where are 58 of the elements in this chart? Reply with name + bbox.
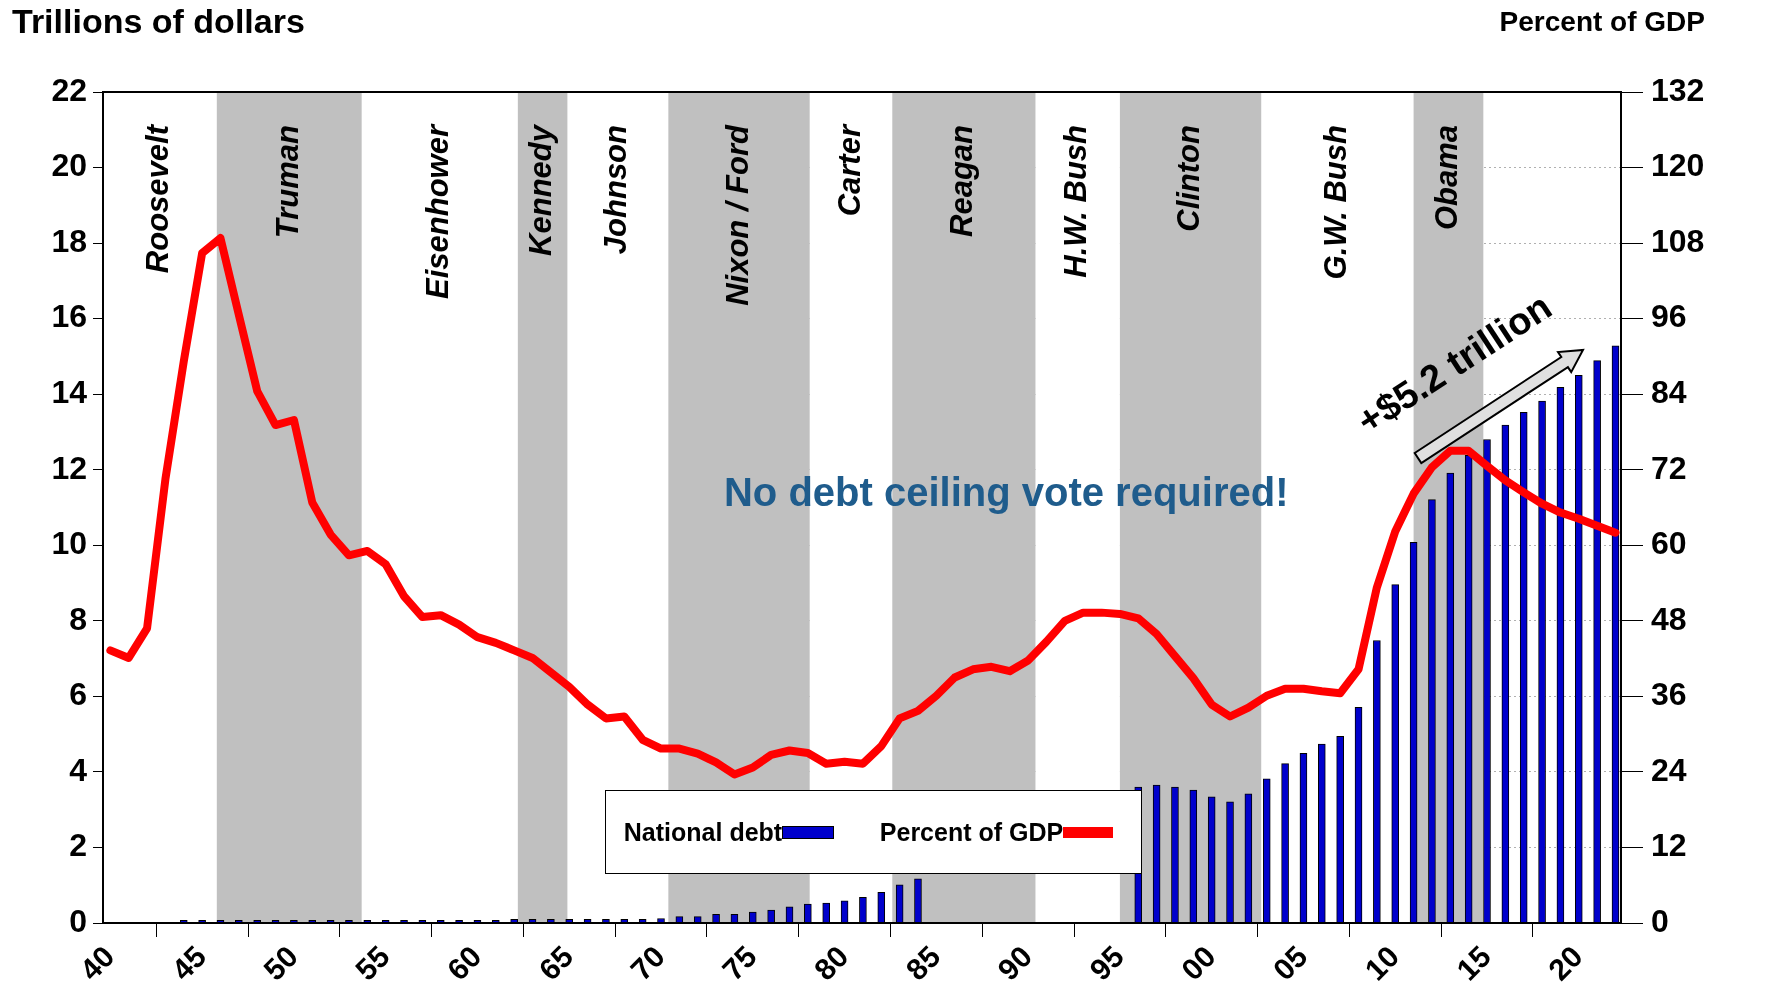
y-tick-label: 10	[51, 525, 87, 562]
band-label: Reagan	[944, 125, 980, 237]
band-label: Eisenhower	[420, 123, 456, 299]
legend-label: National debt	[623, 817, 783, 847]
x-tick-label: 60	[440, 939, 488, 987]
y2-tick-label: 84	[1651, 374, 1687, 411]
x-tick-label: 85	[899, 939, 947, 987]
x-tick-label: 70	[624, 939, 672, 987]
y-tick-label: 6	[69, 676, 87, 713]
x-tick-label: 80	[807, 939, 855, 987]
x-tick-label: 75	[715, 939, 763, 987]
y2-tick-label: 108	[1651, 222, 1705, 259]
band-label: Obama	[1429, 125, 1465, 231]
y2-axis-title: Percent of GDP	[1499, 6, 1705, 38]
x-tick-label: 50	[257, 939, 304, 987]
y-tick-label: 18	[51, 222, 87, 259]
y-tick-label: 8	[69, 600, 87, 637]
x-tick-label: 55	[348, 939, 396, 987]
y-tick-label: 22	[51, 71, 87, 108]
band-label: H.W. Bush	[1058, 125, 1094, 278]
y2-tick-label: 12	[1651, 827, 1687, 864]
y-tick-label: 20	[51, 147, 87, 184]
y2-tick-label: 132	[1651, 71, 1705, 108]
x-tick-label: 95	[1083, 939, 1130, 987]
band-label: Kennedy	[523, 123, 559, 256]
y-tick-label: 16	[51, 298, 87, 335]
y2-tick-label: 0	[1651, 902, 1669, 939]
y-axis-title: Trillions of dollars	[12, 2, 305, 41]
x-tick-label: 10	[1358, 939, 1406, 987]
x-tick-label: 15	[1450, 939, 1498, 987]
y2-tick-label: 48	[1651, 600, 1687, 637]
y2-tick-label: 60	[1651, 525, 1687, 562]
band-label: Clinton	[1171, 125, 1207, 232]
x-tick-label: 20	[1541, 939, 1589, 987]
y-tick-label: 14	[51, 374, 88, 411]
y2-tick-label: 72	[1651, 449, 1687, 486]
band-label: Truman	[269, 125, 305, 239]
band-label: G.W. Bush	[1317, 125, 1353, 280]
y2-tick-label: 24	[1651, 751, 1687, 788]
x-tick-label: 65	[532, 939, 580, 987]
annotation: No debt ceiling vote required!	[723, 469, 1289, 515]
legend-label: Percent of GDP	[879, 817, 1064, 847]
x-tick-label: 45	[165, 939, 213, 987]
x-tick-label: 40	[73, 939, 121, 987]
band-label: Johnson	[598, 125, 634, 255]
x-tick-label: 90	[991, 939, 1039, 987]
y2-tick-label: 36	[1651, 676, 1687, 713]
y-tick-label: 12	[51, 449, 87, 486]
band-label: Roosevelt	[140, 123, 176, 274]
band-label: Nixon / Ford	[719, 123, 755, 306]
y2-tick-label: 120	[1651, 147, 1705, 184]
y-tick-label: 0	[69, 902, 87, 939]
y2-tick-label: 96	[1651, 298, 1687, 335]
x-tick-label: 05	[1266, 939, 1314, 987]
y-tick-label: 4	[69, 751, 88, 788]
x-tick-label: 00	[1174, 939, 1222, 987]
y-tick-label: 2	[69, 827, 87, 864]
band-label: Carter	[831, 123, 867, 217]
